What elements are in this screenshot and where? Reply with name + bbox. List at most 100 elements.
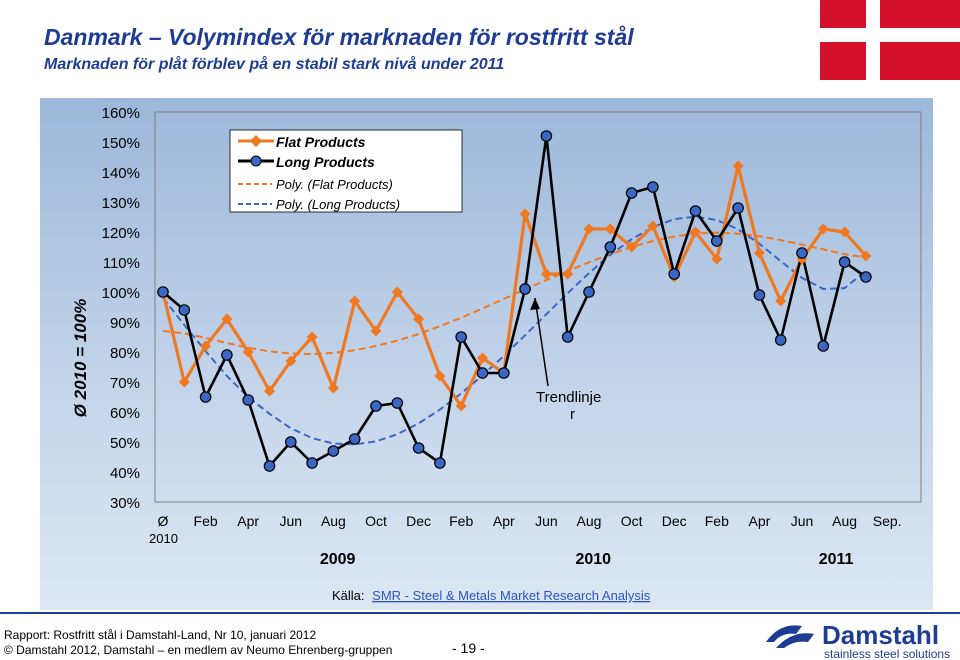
x-tick-label: Aug	[577, 513, 602, 529]
x-tick-label: Jun	[791, 513, 814, 529]
plot-area-frame	[154, 111, 922, 503]
flat-products-point	[604, 223, 616, 235]
long-products-point	[306, 457, 318, 469]
y-axis-title: Ø 2010 = 100%	[71, 299, 90, 418]
flat-products-point	[690, 226, 701, 238]
footer-report-line: Rapport: Rostfritt stål i Damstahl-Land,…	[4, 628, 317, 642]
long-products-point	[370, 400, 382, 412]
flat-products-point	[327, 382, 339, 394]
flat-products-point	[349, 295, 361, 307]
flat-products-point	[860, 250, 872, 262]
y-tick-label: 90%	[110, 315, 140, 332]
year-label: 2011	[819, 551, 854, 568]
flat-products-point	[434, 370, 446, 382]
long-products-point	[199, 391, 212, 403]
flat-products-point	[413, 313, 425, 325]
long-products-point	[604, 241, 617, 253]
damstahl-logo: Damstahl stainless steel solutions	[766, 620, 950, 660]
long-products-point	[753, 289, 766, 301]
long-products-point	[540, 130, 553, 142]
y-tick-label: 130%	[102, 195, 140, 212]
y-tick-label: 160%	[102, 105, 140, 122]
flat-products-point	[626, 241, 638, 253]
x-tick-label: Aug	[832, 513, 857, 529]
danish-flag-logo	[820, 0, 960, 80]
long-products-point	[497, 367, 510, 379]
long-products-point	[178, 304, 191, 316]
x-tick-label: Feb	[449, 513, 473, 529]
long-products-point	[561, 331, 574, 343]
long-products-point	[519, 283, 531, 295]
long-products-point	[391, 397, 404, 409]
long-products-point	[455, 331, 467, 343]
footer-copyright-line: © Damstahl 2012, Damstahl – en medlem av…	[4, 643, 393, 657]
x-tick-label: Apr	[749, 513, 771, 529]
long-products-point	[668, 268, 680, 280]
damstahl-logo-mark	[766, 625, 802, 642]
x-tick-label: Feb	[194, 513, 218, 529]
page-subtitle: Marknaden för plåt förblev på en stabil …	[44, 56, 505, 73]
flat-products-point	[306, 331, 318, 343]
flat-products-point	[732, 160, 744, 172]
flat-products-point	[562, 268, 574, 280]
x-tick-label: Apr	[493, 513, 515, 529]
long-products-point	[221, 349, 233, 361]
x-tick-label: Apr	[237, 513, 259, 529]
x-tick-label: Aug	[321, 513, 346, 529]
long-products-point	[817, 340, 830, 352]
flat-products-point	[264, 385, 275, 397]
legend-item-poly-long: Poly. (Long Products)	[238, 197, 400, 212]
annotation-arrowhead	[530, 298, 540, 310]
volume-index-chart: 30% 40% 50% 60% 70% 80% 90% 100% 110% 120% 130% 140…	[71, 105, 922, 603]
legend-box	[229, 129, 463, 213]
long-products-point	[476, 367, 489, 379]
x-tick-label: Oct	[621, 513, 643, 529]
legend-label-poly-flat: Poly. (Flat Products)	[276, 177, 393, 192]
flat-products-point	[817, 223, 829, 235]
legend-label-flat: Flat Products	[276, 134, 366, 150]
flat-products-point	[391, 286, 403, 298]
x-tick-label: Sep.	[873, 513, 902, 529]
legend-label-long: Long Products	[276, 154, 375, 170]
y-tick-label: 100%	[102, 285, 140, 302]
y-tick-label: 110%	[103, 255, 140, 272]
year-label: 2009	[320, 551, 356, 568]
long-products-point	[285, 436, 297, 448]
y-tick-label: 60%	[110, 405, 140, 422]
logo-tagline: stainless steel solutions	[824, 647, 950, 660]
page-title: Danmark – Volymindex för marknaden för r…	[44, 24, 634, 50]
flat-products-point	[370, 325, 382, 337]
y-tick-label: 80%	[110, 345, 140, 362]
logo-name: Damstahl	[822, 620, 939, 650]
long-products-point	[412, 442, 425, 454]
series-line-flat-products	[161, 165, 868, 410]
long-products-point	[838, 256, 851, 268]
legend-item-flat: Flat Products	[238, 134, 366, 150]
flat-products-point	[775, 295, 787, 307]
x-tick-label: Jun	[535, 513, 558, 529]
long-products-point	[860, 271, 872, 283]
flat-products-point	[583, 223, 595, 235]
x-tick-label: Dec	[406, 513, 431, 529]
trendline-poly-long-products	[162, 215, 867, 446]
flat-products-point	[242, 346, 254, 358]
legend-item-poly-flat: Poly. (Flat Products)	[238, 177, 393, 192]
legend-label-poly-long: Poly. (Long Products)	[276, 197, 400, 212]
long-products-point	[732, 202, 744, 214]
long-products-point	[263, 460, 276, 472]
footer-divider	[0, 612, 960, 614]
long-products-point	[796, 247, 808, 259]
y-tick-label: 70%	[110, 375, 140, 392]
flat-products-point	[178, 376, 190, 388]
long-products-point	[348, 433, 361, 445]
y-tick-label: 40%	[110, 465, 140, 482]
year-label: 2010	[575, 551, 611, 568]
flat-products-point	[477, 352, 488, 364]
source-link[interactable]: SMR - Steel & Metals Market Research Ana…	[372, 588, 651, 603]
long-products-point	[242, 394, 254, 406]
long-products-point	[625, 187, 638, 199]
long-products-point	[327, 445, 340, 457]
x-tick-label: Dec	[662, 513, 687, 529]
x-tick-label: Oct	[365, 513, 387, 529]
x-tick-label: Jun	[280, 513, 303, 529]
